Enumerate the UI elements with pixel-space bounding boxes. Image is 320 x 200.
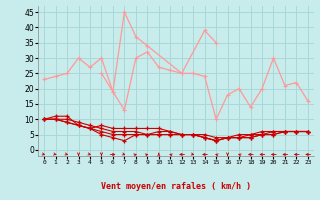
X-axis label: Vent moyen/en rafales ( km/h ): Vent moyen/en rafales ( km/h ) — [101, 182, 251, 191]
